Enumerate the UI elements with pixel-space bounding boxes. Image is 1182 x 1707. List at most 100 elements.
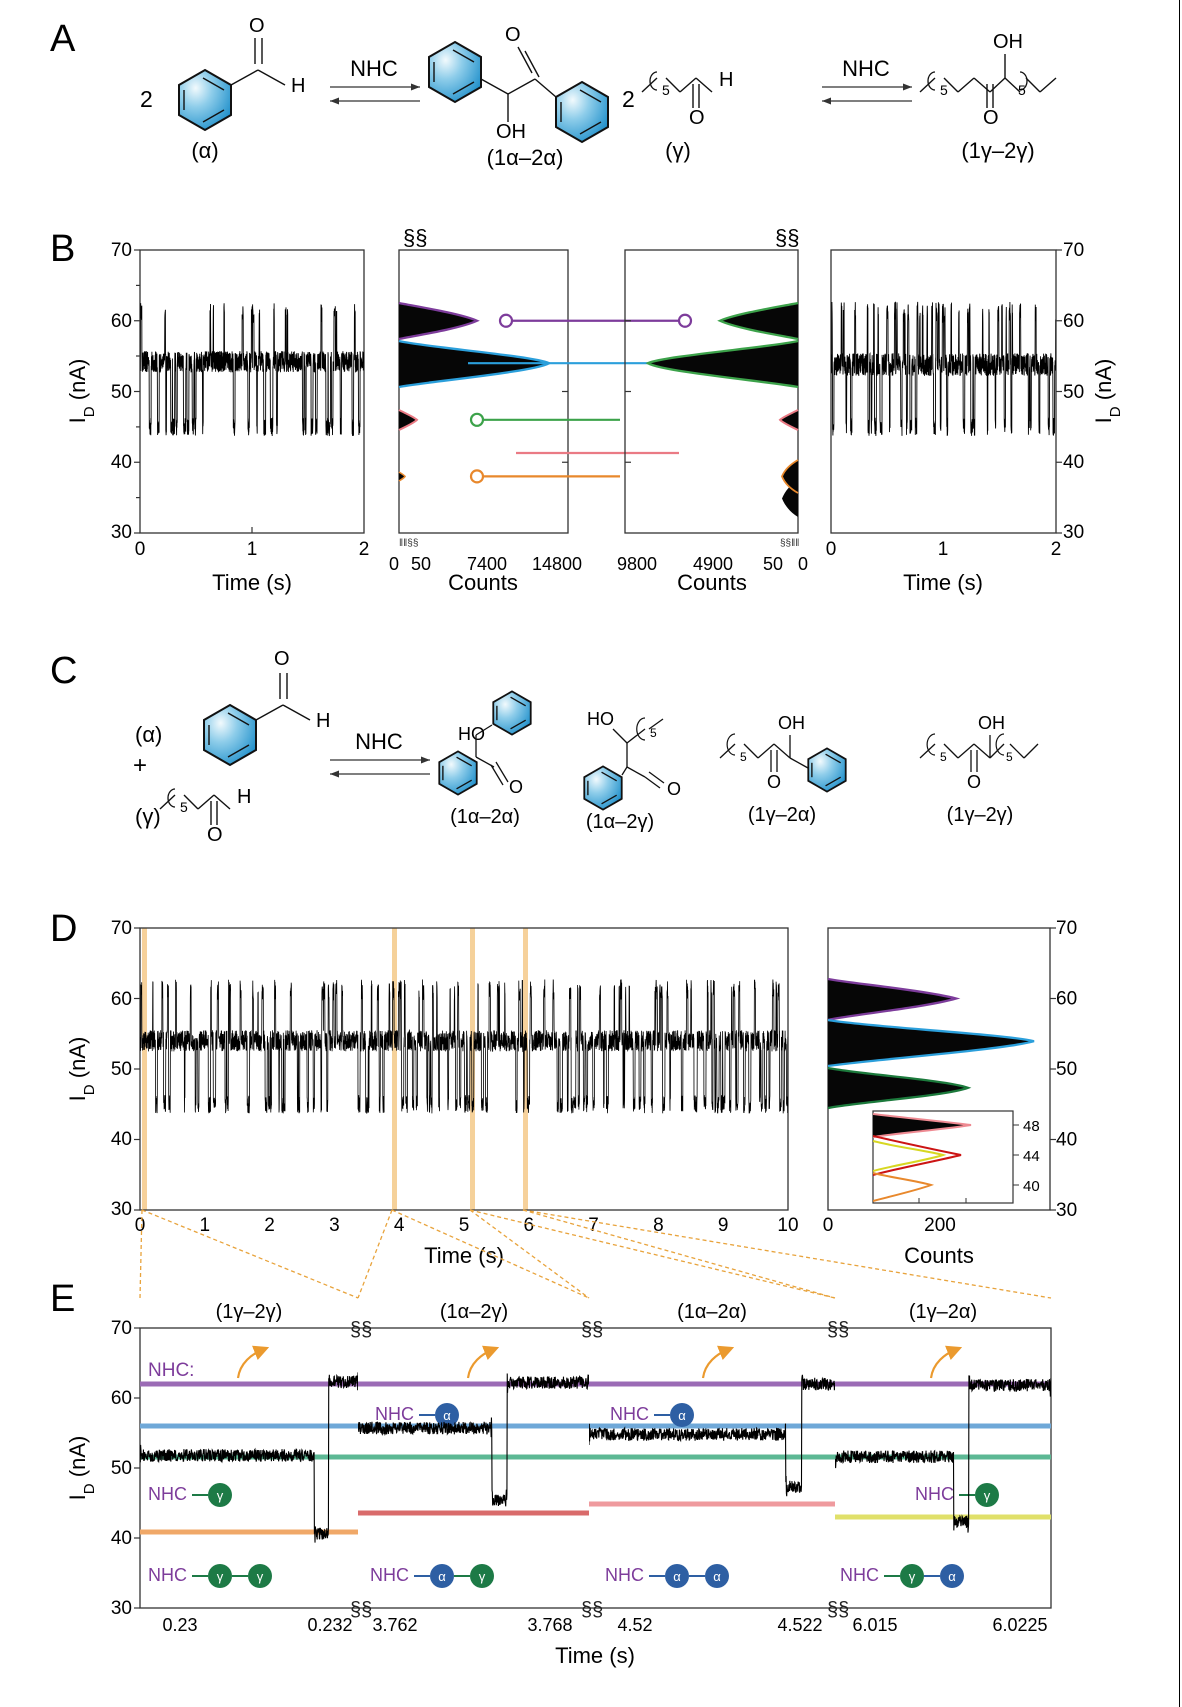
svg-text:H: H (237, 786, 251, 808)
svg-text:0: 0 (135, 1215, 146, 1236)
svg-text:60: 60 (111, 989, 132, 1010)
svg-text:30: 30 (111, 1598, 132, 1619)
svg-text:4.522: 4.522 (777, 1615, 822, 1635)
svg-text:2: 2 (622, 86, 635, 112)
svg-text:(1α–2α): (1α–2α) (450, 806, 520, 828)
svg-text:(1α–2γ): (1α–2γ) (440, 1301, 508, 1323)
svg-text:NHC: NHC (842, 56, 890, 81)
svg-text:40: 40 (1023, 1178, 1040, 1195)
svg-text:3.762: 3.762 (372, 1615, 417, 1635)
svg-text:30: 30 (111, 1199, 132, 1220)
svg-text:§§‖‖: §§‖‖ (780, 538, 799, 549)
svg-text:H: H (291, 75, 305, 97)
svg-text:ID (nA): ID (nA) (65, 1037, 98, 1102)
svg-text:5: 5 (1006, 750, 1013, 764)
svg-text:HO: HO (458, 724, 485, 744)
svg-text:O: O (509, 777, 523, 797)
svg-text:§§: §§ (827, 1599, 849, 1621)
svg-text:‖‖§§: ‖‖§§ (399, 538, 418, 549)
svg-text:5: 5 (740, 750, 747, 764)
svg-text:9800: 9800 (617, 554, 657, 574)
svg-text:(1γ–2α): (1γ–2α) (748, 804, 816, 826)
svg-text:5: 5 (1018, 82, 1026, 98)
svg-text:70: 70 (111, 1318, 132, 1339)
svg-text:H: H (316, 710, 330, 732)
svg-text:6.0225: 6.0225 (992, 1615, 1047, 1635)
svg-text:§§: §§ (775, 225, 799, 250)
svg-text:(1α–2α): (1α–2α) (677, 1301, 747, 1323)
svg-text:70: 70 (1063, 240, 1084, 261)
svg-text:NHC: NHC (148, 1565, 187, 1585)
svg-text:50: 50 (111, 1059, 132, 1080)
svg-text:30: 30 (1063, 522, 1084, 543)
svg-text:60: 60 (111, 1388, 132, 1409)
svg-text:50: 50 (763, 554, 783, 574)
svg-text:30: 30 (111, 522, 132, 543)
svg-text:OH: OH (778, 713, 805, 733)
svg-text:30: 30 (1056, 1200, 1077, 1221)
svg-text:0.23: 0.23 (162, 1615, 197, 1635)
svg-text:70: 70 (111, 918, 132, 939)
svg-text:NHC: NHC (370, 1565, 409, 1585)
svg-text:(1γ–2γ): (1γ–2γ) (947, 804, 1014, 826)
svg-text:HO: HO (587, 709, 614, 729)
svg-text:6.015: 6.015 (852, 1615, 897, 1635)
svg-text:NHC: NHC (610, 1404, 649, 1424)
svg-text:(1α–2α): (1α–2α) (487, 145, 564, 170)
svg-text:Time (s): Time (s) (555, 1643, 635, 1668)
svg-text:3: 3 (329, 1215, 340, 1236)
svg-text:48: 48 (1023, 1118, 1040, 1135)
svg-text:(γ): (γ) (135, 804, 161, 829)
svg-text:14800: 14800 (532, 554, 582, 574)
svg-text:60: 60 (1063, 311, 1084, 332)
svg-text:70: 70 (1056, 918, 1077, 939)
svg-text:1: 1 (938, 539, 949, 560)
svg-text:§§: §§ (350, 1319, 372, 1341)
svg-text:60: 60 (1056, 989, 1077, 1010)
svg-text:6: 6 (524, 1215, 535, 1236)
svg-text:O: O (767, 772, 781, 792)
svg-text:8: 8 (653, 1215, 664, 1236)
svg-text:40: 40 (1056, 1130, 1077, 1151)
svg-text:+: + (133, 752, 147, 779)
svg-text:Time (s): Time (s) (212, 570, 292, 595)
svg-text:NHC: NHC (355, 729, 403, 754)
svg-text:0: 0 (798, 554, 808, 574)
svg-text:O: O (274, 648, 290, 670)
svg-text:2: 2 (359, 539, 370, 560)
svg-text:60: 60 (111, 311, 132, 332)
svg-text:§§: §§ (403, 225, 427, 250)
svg-text:O: O (667, 779, 681, 799)
svg-text:(1α–2γ): (1α–2γ) (586, 811, 654, 833)
svg-text:NHC: NHC (605, 1565, 644, 1585)
svg-text:§§: §§ (581, 1319, 603, 1341)
svg-text:2: 2 (140, 86, 153, 112)
svg-text:ID (nA): ID (nA) (65, 1436, 98, 1501)
svg-text:10: 10 (777, 1215, 798, 1236)
svg-text:50: 50 (1056, 1059, 1077, 1080)
svg-text:Counts: Counts (448, 570, 518, 595)
svg-text:40: 40 (111, 1129, 132, 1150)
svg-text:(1γ–2γ): (1γ–2γ) (961, 138, 1034, 163)
svg-text:5: 5 (180, 799, 188, 815)
svg-text:4: 4 (394, 1215, 405, 1236)
svg-text:Time (s): Time (s) (424, 1243, 504, 1268)
svg-text:2: 2 (264, 1215, 275, 1236)
svg-text:40: 40 (1063, 452, 1084, 473)
svg-text:NHC: NHC (375, 1404, 414, 1424)
svg-text:O: O (689, 107, 705, 129)
svg-text:(1γ–2α): (1γ–2α) (909, 1301, 977, 1323)
svg-text:O: O (967, 772, 981, 792)
svg-text:(γ): (γ) (665, 138, 691, 163)
svg-text:(1γ–2γ): (1γ–2γ) (216, 1301, 283, 1323)
svg-text:(α): (α) (191, 138, 218, 163)
svg-text:3.768: 3.768 (527, 1615, 572, 1635)
svg-text:Counts: Counts (677, 570, 747, 595)
svg-text:50: 50 (111, 1458, 132, 1479)
svg-text:H: H (719, 69, 733, 91)
svg-text:5: 5 (459, 1215, 470, 1236)
svg-text:2: 2 (1051, 539, 1062, 560)
svg-text:50: 50 (411, 554, 431, 574)
svg-text:NHC: NHC (840, 1565, 879, 1585)
svg-text:40: 40 (111, 1528, 132, 1549)
